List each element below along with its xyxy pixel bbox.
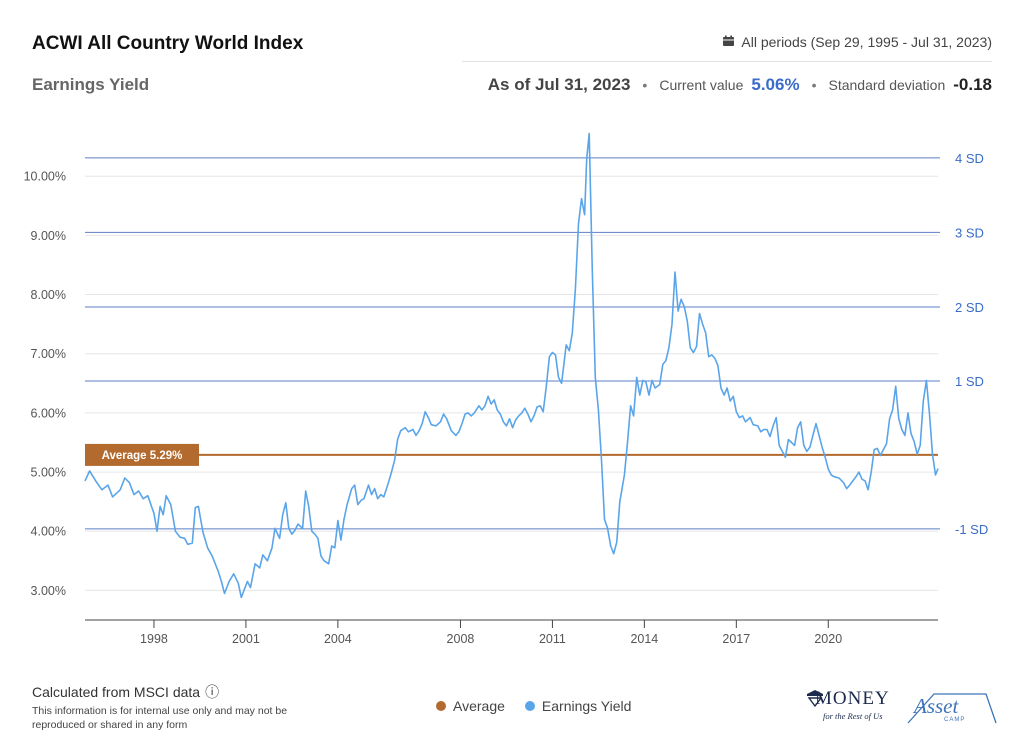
- y-tick-label: 7.00%: [31, 347, 66, 361]
- header-divider: [462, 61, 992, 62]
- x-tick-label: 2020: [814, 632, 842, 646]
- sd-label: 4 SD: [955, 151, 984, 166]
- legend-label: Earnings Yield: [541, 698, 632, 714]
- legend-swatch: [524, 701, 535, 711]
- std-dev-value: -0.18: [953, 75, 992, 94]
- sd-label: 3 SD: [955, 225, 984, 240]
- as-of-date: As of Jul 31, 2023: [487, 75, 631, 94]
- legend-item-average[interactable]: Average: [436, 698, 505, 714]
- average-label: Average 5.29%: [102, 450, 183, 462]
- legend-label: Average: [453, 698, 505, 714]
- money-logo-mark: [807, 690, 823, 708]
- y-tick-label: 10.00%: [24, 170, 66, 184]
- series-layer: [84, 132, 939, 599]
- money-logo-tagline: for the Rest of Us: [823, 711, 883, 721]
- metric-subtitle: Earnings Yield: [32, 75, 150, 94]
- average-layer: Average 5.29%: [85, 443, 938, 466]
- average-label-box: [85, 443, 199, 466]
- asset-camp-mark: [907, 693, 997, 724]
- current-value-label: Current value: [659, 77, 744, 93]
- info-icon[interactable]: ⓘ: [205, 684, 220, 700]
- sd-label: 1 SD: [955, 374, 984, 389]
- disclaimer: This information is for internal use onl…: [32, 705, 288, 731]
- sd-label: -1 SD: [955, 522, 988, 537]
- stats-bar: As of Jul 31, 2023 • Current value 5.06%…: [488, 75, 992, 95]
- x-tick-label: 2011: [539, 632, 566, 646]
- x-tick-label: 2004: [324, 632, 352, 646]
- money-logo: MONEY for the Rest of Us: [805, 686, 895, 728]
- grid-layer: 3.00% 4.00% 5.00% 6.00% 7.00% 8.00% 9.00% 10.00…: [24, 170, 938, 598]
- sd-label: 2 SD: [955, 300, 984, 315]
- sd-lines-layer: 4 SD 3 SD 2 SD 1 SD -1 SD: [85, 151, 988, 537]
- y-tick-label: 6.00%: [31, 406, 66, 420]
- source-text: Calculated from MSCI data: [32, 684, 201, 700]
- legend-swatch: [436, 701, 446, 711]
- y-tick-label: 4.00%: [31, 525, 66, 539]
- chart-legend: Average Earnings Yield: [436, 698, 631, 714]
- x-tick-label: 2014: [630, 632, 658, 646]
- earnings-yield-chart: 3.00% 4.00% 5.00% 6.00% 7.00% 8.00% 9.00% 10.00…: [24, 132, 988, 646]
- money-logo-word: MONEY: [815, 688, 890, 709]
- current-value: 5.06%: [751, 75, 800, 94]
- x-tick-label: 2001: [232, 632, 260, 646]
- asset-camp-logo: Asset CAMP: [906, 690, 998, 726]
- std-dev-label: Standard deviation: [828, 77, 946, 93]
- axis-layer: 1998 2001 2004 2008 2011 2014 2017 2020: [85, 619, 938, 646]
- x-tick-label: 2008: [447, 632, 475, 646]
- page-title: ACWI All Country World Index: [32, 33, 304, 54]
- calendar-icon: [722, 34, 735, 50]
- asset-camp-word: Asset: [914, 694, 959, 718]
- y-tick-label: 8.00%: [31, 288, 66, 302]
- x-tick-label: 1998: [140, 632, 168, 646]
- bullet-separator: •: [811, 77, 817, 93]
- asset-camp-tagline: CAMP: [944, 717, 966, 723]
- legend-item-earnings-yield[interactable]: Earnings Yield: [524, 698, 632, 714]
- data-source: Calculated from MSCI data ⓘ: [32, 682, 219, 702]
- y-tick-label: 9.00%: [31, 229, 66, 243]
- period-selector[interactable]: All periods (Sep 29, 1995 - Jul 31, 2023…: [722, 34, 992, 50]
- y-tick-label: 3.00%: [31, 584, 66, 598]
- x-tick-label: 2017: [722, 632, 750, 646]
- period-label: All periods (Sep 29, 1995 - Jul 31, 2023…: [741, 34, 992, 50]
- y-tick-label: 5.00%: [31, 466, 66, 480]
- series-line-earnings-yield: [84, 132, 939, 599]
- bullet-separator: •: [642, 77, 648, 93]
